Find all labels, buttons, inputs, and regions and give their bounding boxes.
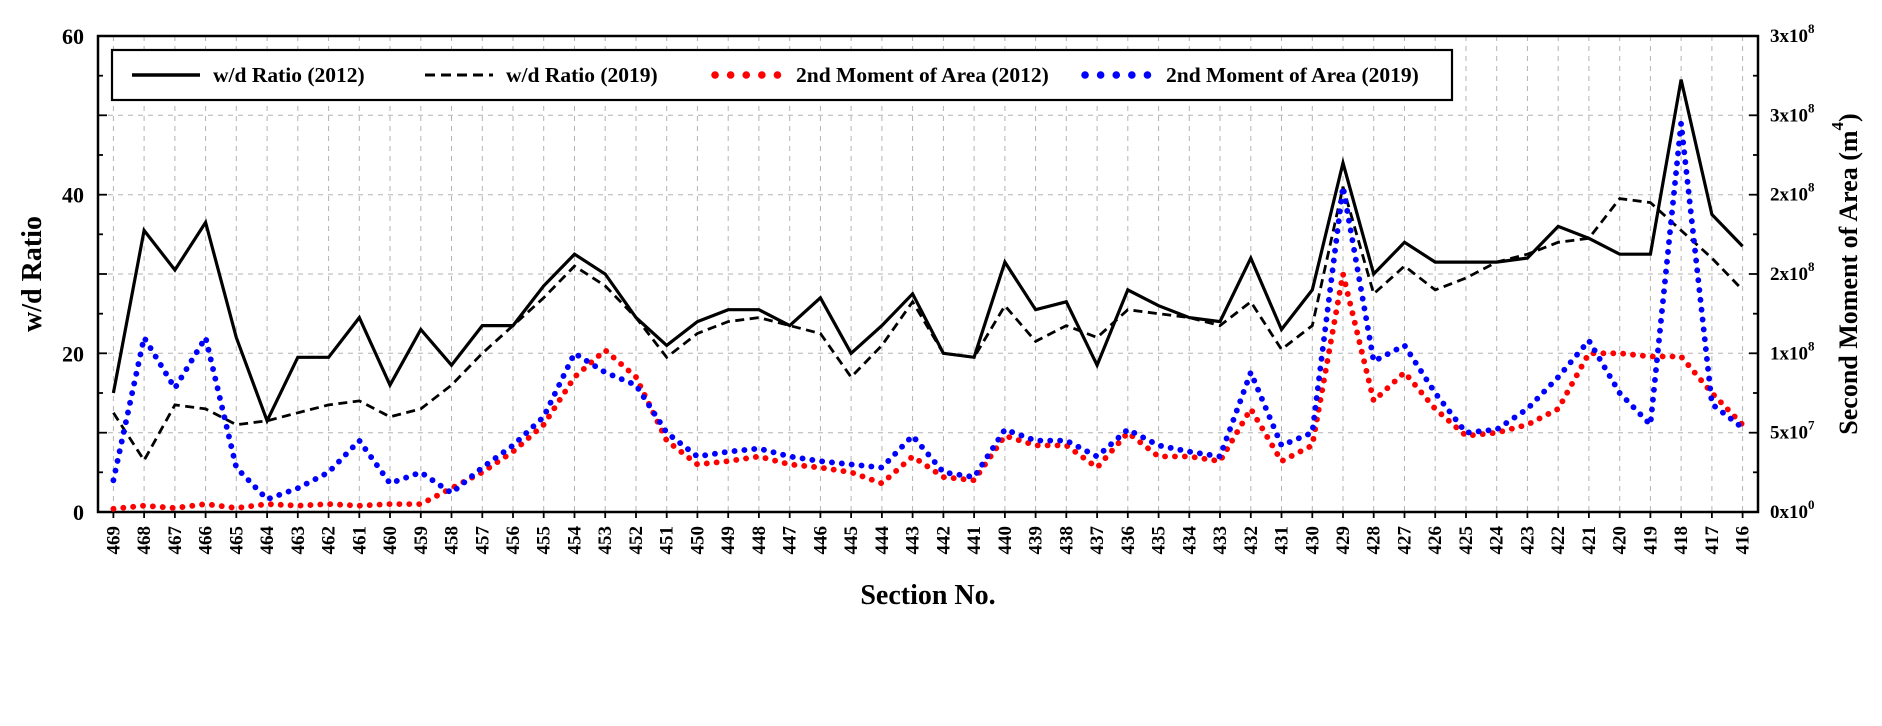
series-wd-ratio-2012 bbox=[111, 79, 1744, 425]
x-tick-label: 446 bbox=[810, 526, 831, 555]
x-tick-label: 425 bbox=[1455, 526, 1476, 555]
legend-entry-wd-ratio-2019: w/d Ratio (2019) bbox=[425, 63, 658, 87]
x-tick-label: 420 bbox=[1609, 526, 1630, 555]
x-tick-label: 435 bbox=[1148, 526, 1169, 555]
x-tick-label: 421 bbox=[1578, 526, 1599, 555]
y-right-tick-label: 3x108 bbox=[1770, 100, 1815, 126]
x-tick-label: 465 bbox=[226, 526, 247, 555]
legend-label-moment-2012: 2nd Moment of Area (2012) bbox=[796, 63, 1049, 87]
axis-ticks bbox=[98, 35, 1758, 518]
y-right-tick-label: 0x100 bbox=[1770, 497, 1815, 523]
legend-box bbox=[110, 48, 1454, 102]
x-tick-label: 451 bbox=[656, 526, 677, 555]
x-tick-label: 458 bbox=[441, 526, 462, 555]
y-left-axis-title: w/d Ratio bbox=[17, 216, 48, 332]
x-tick-label: 468 bbox=[134, 526, 155, 555]
x-tick-label: 443 bbox=[902, 526, 923, 555]
x-tick-label: 439 bbox=[1025, 526, 1046, 555]
x-tick-label: 430 bbox=[1302, 526, 1323, 555]
x-tick-label: 450 bbox=[687, 526, 708, 555]
x-tick-label: 459 bbox=[410, 526, 431, 555]
x-tick-label: 422 bbox=[1548, 526, 1569, 555]
x-tick-label: 449 bbox=[718, 526, 739, 555]
legend-entry-moment-2019: 2nd Moment of Area (2019) bbox=[1081, 63, 1419, 87]
x-tick-label: 456 bbox=[503, 526, 524, 555]
x-tick-label: 457 bbox=[472, 526, 493, 555]
x-tick-label: 453 bbox=[595, 526, 616, 555]
y-left-tick-label: 40 bbox=[62, 182, 84, 207]
x-tick-label: 429 bbox=[1333, 526, 1354, 555]
legend-label-moment-2019: 2nd Moment of Area (2019) bbox=[1166, 63, 1419, 87]
y-right-tick-label: 3x108 bbox=[1770, 21, 1815, 47]
series-moment-2019 bbox=[110, 122, 1746, 503]
x-tick-label: 433 bbox=[1210, 526, 1231, 555]
y-left-tick-label: 20 bbox=[62, 341, 84, 366]
legend-entry-moment-2012: 2nd Moment of Area (2012) bbox=[711, 63, 1049, 87]
legend-entry-wd-ratio-2012: w/d Ratio (2012) bbox=[132, 63, 365, 87]
x-tick-label: 428 bbox=[1363, 526, 1384, 555]
x-tick-label: 436 bbox=[1117, 526, 1138, 555]
x-tick-label: 463 bbox=[287, 526, 308, 555]
y-right-tick-label: 1x108 bbox=[1770, 338, 1815, 364]
x-axis-title: Section No. bbox=[860, 580, 995, 611]
x-tick-label: 461 bbox=[349, 526, 370, 555]
axis-labels: 0 20 40 60 0x100 5x107 1x108 2x108 2x108 3x108 3x1… bbox=[17, 21, 1863, 611]
series-moment-2012 bbox=[110, 273, 1746, 512]
x-tick-label: 467 bbox=[164, 526, 185, 555]
x-tick-label: 427 bbox=[1394, 526, 1415, 555]
y-right-tick-label: 5x107 bbox=[1770, 417, 1815, 443]
y-left-tick-label: 0 bbox=[73, 500, 84, 525]
x-tick-label: 442 bbox=[933, 526, 954, 555]
x-tick-label: 432 bbox=[1240, 526, 1261, 555]
x-tick-label: 416 bbox=[1732, 526, 1753, 555]
x-tick-label: 454 bbox=[564, 526, 585, 555]
x-tick-label: 447 bbox=[779, 526, 800, 555]
x-tick-label: 448 bbox=[748, 526, 769, 555]
x-tick-label: 419 bbox=[1640, 526, 1661, 555]
x-tick-label: 424 bbox=[1486, 526, 1507, 555]
gridlines bbox=[98, 36, 1758, 512]
legend-label-wd-ratio-2012: w/d Ratio (2012) bbox=[213, 63, 365, 87]
x-tick-label: 418 bbox=[1671, 526, 1692, 555]
y-right-axis-title: Second Moment of Area (m4) bbox=[1828, 113, 1863, 434]
x-tick-label: 431 bbox=[1271, 526, 1292, 555]
x-tick-label: 426 bbox=[1425, 526, 1446, 555]
x-tick-label: 423 bbox=[1517, 526, 1538, 555]
y-right-tick-label: 2x108 bbox=[1770, 179, 1815, 205]
series-wd-ratio-2019 bbox=[112, 186, 1744, 464]
x-tick-label: 460 bbox=[380, 526, 401, 555]
x-tick-label: 452 bbox=[625, 526, 646, 555]
legend: w/d Ratio (2012) w/d Ratio (2019) 2nd Mome… bbox=[110, 48, 1454, 102]
x-tick-label: 464 bbox=[257, 526, 278, 555]
x-tick-label: 469 bbox=[103, 526, 124, 555]
x-tick-label: 438 bbox=[1056, 526, 1077, 555]
x-tick-label: 445 bbox=[841, 526, 862, 555]
x-tick-label: 441 bbox=[964, 526, 985, 555]
x-tick-label: 440 bbox=[994, 526, 1015, 555]
y-left-tick-label: 60 bbox=[62, 24, 84, 49]
x-tick-label: 455 bbox=[533, 526, 554, 555]
x-tick-label: 462 bbox=[318, 526, 339, 555]
x-tick-label: 444 bbox=[871, 526, 892, 555]
x-tick-label: 466 bbox=[195, 526, 216, 555]
legend-label-wd-ratio-2019: w/d Ratio (2019) bbox=[506, 63, 658, 87]
y-right-tick-label: 2x108 bbox=[1770, 259, 1815, 285]
x-tick-label: 434 bbox=[1179, 526, 1200, 555]
x-tick-label: 437 bbox=[1087, 526, 1108, 555]
x-tick-label: 417 bbox=[1701, 526, 1722, 555]
